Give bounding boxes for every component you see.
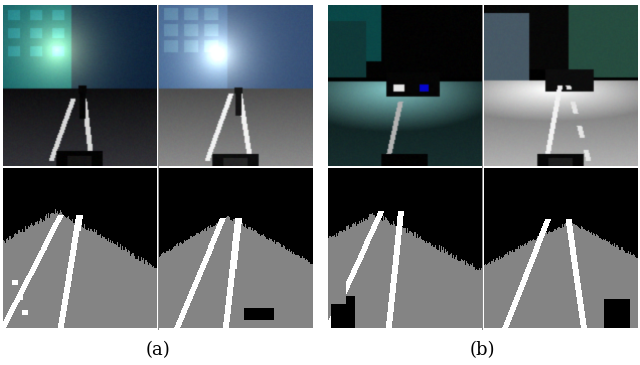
Text: (b): (b) [470, 341, 495, 359]
Text: (a): (a) [145, 341, 170, 359]
